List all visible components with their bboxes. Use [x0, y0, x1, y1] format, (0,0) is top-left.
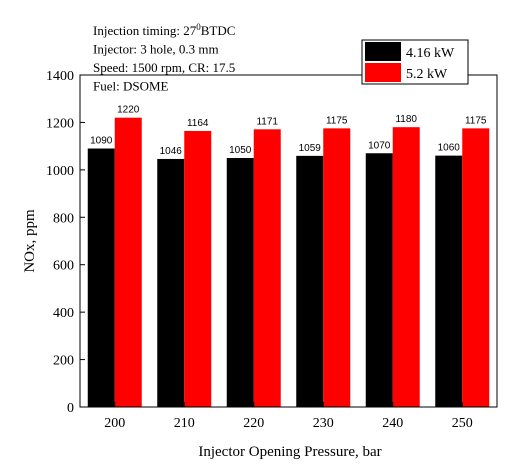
- bar: [184, 130, 212, 408]
- value-label: 1046: [160, 146, 183, 157]
- bar: [462, 128, 490, 407]
- x-tick-label: 250: [452, 416, 473, 431]
- bar: [87, 148, 115, 407]
- legend-label: 4.16 kW: [406, 46, 455, 61]
- annotation: Speed: 1500 rpm, CR: 17.5: [93, 60, 235, 75]
- bar: [114, 117, 142, 407]
- value-label: 1164: [187, 118, 209, 129]
- y-tick-label: 400: [53, 306, 74, 321]
- value-label: 1059: [299, 143, 322, 154]
- bar: [296, 155, 324, 407]
- y-tick-label: 800: [53, 211, 74, 226]
- value-label: 1180: [395, 114, 417, 125]
- value-label: 1220: [117, 105, 140, 116]
- bar: [365, 153, 393, 407]
- legend-swatch: [365, 63, 401, 82]
- y-tick-label: 600: [53, 259, 74, 274]
- annotation-part: Injector: 3 hole, 0.3 mm: [93, 42, 219, 57]
- x-tick-label: 220: [243, 416, 264, 431]
- value-label: 1175: [465, 115, 487, 126]
- x-tick-label: 200: [104, 416, 125, 431]
- bar: [157, 158, 185, 407]
- x-tick-label: 240: [382, 416, 403, 431]
- value-label: 1050: [229, 145, 252, 156]
- y-tick-label: 1000: [46, 164, 74, 179]
- bar: [392, 127, 420, 408]
- annotation: Injection timing: 270BTDC: [93, 22, 235, 38]
- annotation: Fuel: DSOME: [93, 79, 169, 94]
- bar: [435, 155, 463, 407]
- bar: [323, 128, 351, 407]
- y-tick-label: 1400: [46, 69, 74, 84]
- bar: [253, 129, 281, 407]
- x-tick-label: 210: [174, 416, 195, 431]
- annotation: Injector: 3 hole, 0.3 mm: [93, 42, 219, 57]
- bar: [226, 158, 254, 407]
- x-axis-label: Injector Opening Pressure, bar: [198, 444, 381, 460]
- value-label: 1060: [438, 143, 461, 154]
- annotation-part: BTDC: [201, 23, 236, 38]
- annotation-part: Injection timing: 27: [93, 23, 197, 38]
- value-label: 1171: [256, 116, 278, 127]
- x-tick-label: 230: [313, 416, 334, 431]
- y-tick-label: 1200: [46, 116, 74, 131]
- value-label: 1175: [326, 115, 348, 126]
- legend-label: 5.2 kW: [406, 67, 448, 82]
- annotation-part: Speed: 1500 rpm, CR: 17.5: [93, 60, 235, 75]
- y-tick-label: 200: [53, 354, 74, 369]
- annotation-part: Fuel: DSOME: [93, 79, 169, 94]
- plot-frame: [79, 74, 498, 408]
- annotation-part: 0: [196, 22, 201, 32]
- y-tick-label: 0: [67, 401, 74, 416]
- y-axis-label: NOx, ppm: [22, 209, 38, 273]
- legend-swatch: [365, 42, 401, 61]
- value-label: 1090: [90, 136, 113, 147]
- value-label: 1070: [368, 140, 391, 151]
